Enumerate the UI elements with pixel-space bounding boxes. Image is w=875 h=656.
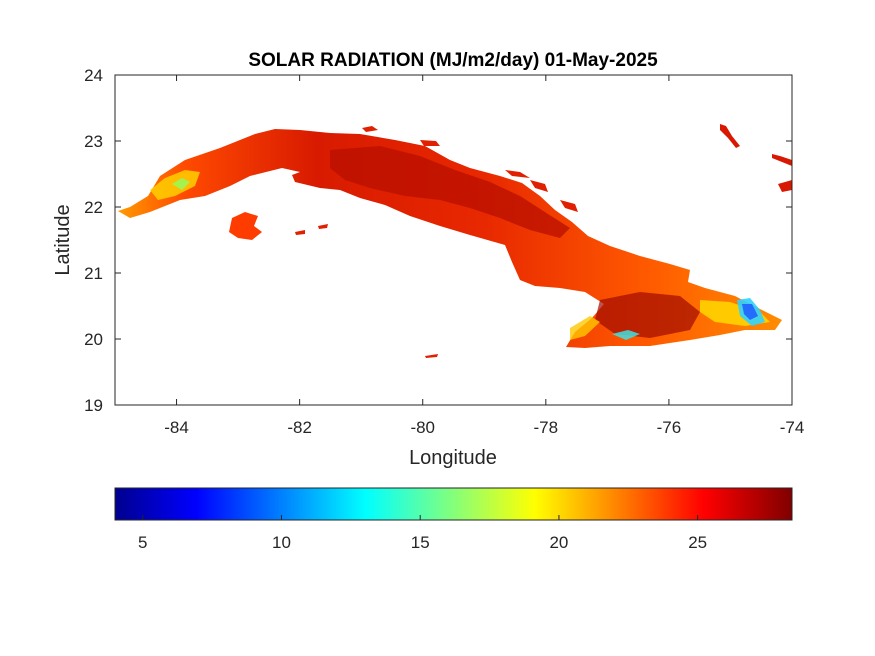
y-tick-label: 23 xyxy=(84,132,103,151)
x-axis-ticks: -84 -82 -80 -78 -76 -74 xyxy=(164,75,804,437)
x-tick-label: -76 xyxy=(657,418,682,437)
colorbar-tick-label: 15 xyxy=(411,533,430,552)
x-tick-label: -80 xyxy=(410,418,435,437)
y-tick-label: 20 xyxy=(84,330,103,349)
colorbar-ticks: 5 10 15 20 25 xyxy=(138,515,707,552)
x-axis-label: Longitude xyxy=(409,447,497,469)
y-tick-label: 22 xyxy=(84,198,103,217)
region-high-radiation-south xyxy=(595,292,700,338)
colorbar-tick-label: 5 xyxy=(138,533,147,552)
region-south-yellow xyxy=(570,316,600,340)
region-isla-de-la-juventud xyxy=(229,212,262,240)
colorbar-tick-label: 25 xyxy=(688,533,707,552)
x-tick-label: -84 xyxy=(164,418,189,437)
region-southern-bits xyxy=(295,224,438,358)
region-east-blue xyxy=(742,304,758,320)
region-west-green xyxy=(172,178,190,190)
y-axis-label: Latitude xyxy=(52,204,74,275)
y-tick-label: 24 xyxy=(84,66,103,85)
y-tick-label: 19 xyxy=(84,396,103,415)
colorbar xyxy=(114,487,793,521)
y-axis-ticks: 19 20 21 22 23 24 xyxy=(84,66,792,415)
chart-title: SOLAR RADIATION (MJ/m2/day) 01-May-2025 xyxy=(248,50,658,71)
region-high-radiation-band xyxy=(330,146,570,238)
axes-box xyxy=(114,74,793,406)
region-cuba-main xyxy=(118,129,782,348)
x-tick-label: -82 xyxy=(287,418,312,437)
region-east-islets xyxy=(720,124,792,192)
y-tick-label: 21 xyxy=(84,264,103,283)
x-tick-label: -78 xyxy=(534,418,559,437)
map-land-layer xyxy=(118,124,792,358)
colorbar-tick-label: 10 xyxy=(272,533,291,552)
x-tick-label: -74 xyxy=(780,418,805,437)
region-southeast-cyan xyxy=(612,330,640,340)
colorbar-tick-label: 20 xyxy=(549,533,568,552)
